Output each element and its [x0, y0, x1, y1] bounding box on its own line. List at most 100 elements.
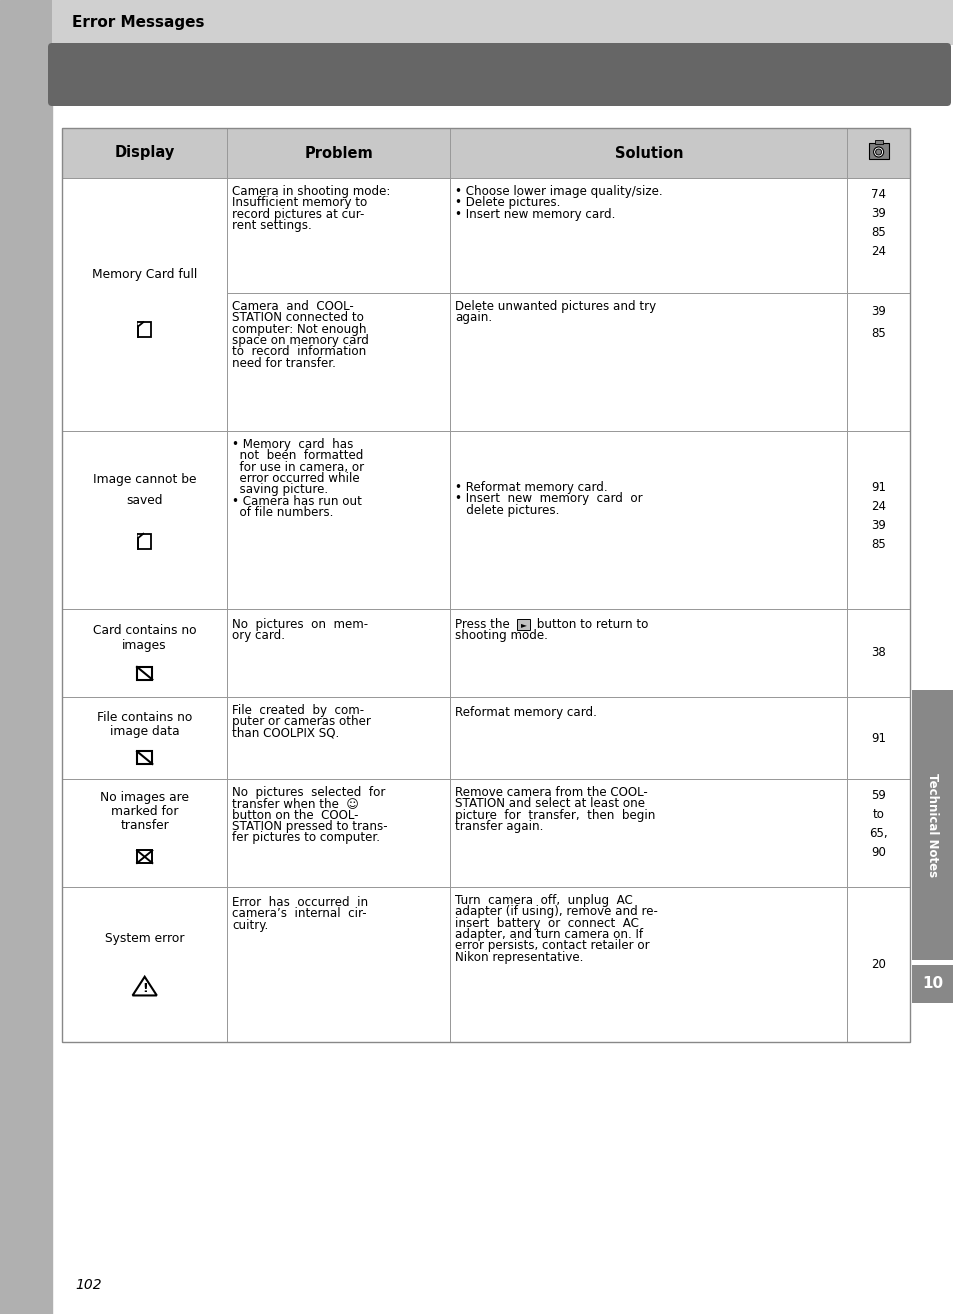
Bar: [62, 177, 227, 431]
Bar: [227, 293, 450, 431]
Bar: [62, 887, 227, 1042]
Text: marked for: marked for: [111, 805, 178, 817]
Bar: [846, 127, 909, 177]
Text: 85: 85: [870, 537, 885, 551]
Text: ►: ►: [520, 620, 526, 629]
Bar: [450, 887, 846, 1042]
Text: record pictures at cur-: record pictures at cur-: [233, 208, 364, 221]
Bar: [227, 293, 450, 431]
Text: shooting mode.: shooting mode.: [455, 629, 548, 643]
Bar: [137, 850, 152, 863]
Bar: [846, 887, 909, 1042]
Bar: [227, 127, 450, 177]
Text: ory card.: ory card.: [233, 629, 285, 643]
Text: button to return to: button to return to: [533, 618, 648, 631]
Text: No  pictures  selected  for: No pictures selected for: [233, 786, 385, 799]
Text: need for transfer.: need for transfer.: [233, 357, 335, 369]
Bar: [227, 696, 450, 779]
Bar: [62, 696, 227, 779]
Text: 90: 90: [870, 846, 885, 859]
Bar: [62, 127, 227, 177]
Text: Problem: Problem: [304, 146, 373, 160]
Text: • Insert new memory card.: • Insert new memory card.: [455, 208, 615, 221]
Text: Remove camera from the COOL-: Remove camera from the COOL-: [455, 786, 647, 799]
Text: 102: 102: [75, 1279, 102, 1292]
Circle shape: [875, 148, 881, 155]
Bar: [450, 696, 846, 779]
Text: picture  for  transfer,  then  begin: picture for transfer, then begin: [455, 808, 655, 821]
Text: 91: 91: [870, 732, 885, 745]
Text: 38: 38: [870, 646, 885, 660]
Text: error persists, contact retailer or: error persists, contact retailer or: [455, 940, 649, 953]
Bar: [62, 887, 227, 1042]
Bar: [62, 177, 227, 431]
Text: adapter, and turn camera on. If: adapter, and turn camera on. If: [455, 928, 643, 941]
Text: 85: 85: [870, 327, 885, 340]
Text: • Delete pictures.: • Delete pictures.: [455, 196, 560, 209]
Bar: [450, 779, 846, 887]
Text: File contains no: File contains no: [97, 711, 193, 724]
Bar: [846, 696, 909, 779]
Text: camera’s  internal  cir-: camera’s internal cir-: [233, 908, 367, 920]
Text: to: to: [872, 808, 883, 821]
Bar: [450, 127, 846, 177]
Bar: [868, 143, 887, 159]
Bar: [62, 779, 227, 887]
Text: than COOLPIX SQ.: than COOLPIX SQ.: [233, 727, 339, 740]
Text: fer pictures to computer.: fer pictures to computer.: [233, 832, 380, 845]
Text: 24: 24: [870, 501, 885, 512]
Text: 39: 39: [870, 519, 885, 532]
Text: • Choose lower image quality/size.: • Choose lower image quality/size.: [455, 185, 662, 198]
Text: Camera in shooting mode:: Camera in shooting mode:: [233, 185, 391, 198]
Text: Display: Display: [114, 146, 174, 160]
Text: of file numbers.: of file numbers.: [233, 506, 334, 519]
Bar: [62, 127, 227, 177]
Bar: [450, 608, 846, 696]
Text: Technical Notes: Technical Notes: [925, 773, 939, 876]
Bar: [450, 431, 846, 608]
Text: !: !: [142, 983, 148, 995]
Text: • Insert  new  memory  card  or: • Insert new memory card or: [455, 493, 642, 506]
Bar: [450, 293, 846, 431]
Bar: [846, 293, 909, 431]
Bar: [874, 141, 882, 145]
Bar: [227, 177, 450, 293]
Text: delete pictures.: delete pictures.: [455, 503, 559, 516]
Bar: [62, 431, 227, 608]
Text: images: images: [122, 640, 167, 653]
Text: Reformat memory card.: Reformat memory card.: [455, 706, 597, 719]
Text: 10: 10: [922, 976, 943, 992]
Text: 20: 20: [870, 958, 885, 971]
Text: transfer when the  ☺: transfer when the ☺: [233, 798, 358, 811]
Polygon shape: [138, 533, 143, 537]
Text: saving picture.: saving picture.: [233, 484, 328, 497]
Bar: [227, 127, 450, 177]
Text: • Reformat memory card.: • Reformat memory card.: [455, 481, 607, 494]
Text: error occurred while: error occurred while: [233, 472, 359, 485]
Text: space on memory card: space on memory card: [233, 334, 369, 347]
Text: Press the: Press the: [455, 618, 514, 631]
Bar: [62, 779, 227, 887]
Bar: [846, 779, 909, 887]
Text: insert  battery  or  connect  AC: insert battery or connect AC: [455, 917, 639, 930]
Text: rent settings.: rent settings.: [233, 219, 312, 233]
Bar: [227, 431, 450, 608]
Text: 39: 39: [870, 305, 885, 318]
Bar: [846, 608, 909, 696]
Bar: [138, 322, 151, 338]
Bar: [450, 293, 846, 431]
Text: Delete unwanted pictures and try: Delete unwanted pictures and try: [455, 300, 656, 313]
Bar: [227, 779, 450, 887]
Bar: [846, 431, 909, 608]
Bar: [227, 887, 450, 1042]
Text: transfer again.: transfer again.: [455, 820, 543, 833]
Text: System error: System error: [105, 932, 184, 945]
Bar: [62, 608, 227, 696]
Bar: [846, 887, 909, 1042]
Bar: [137, 668, 152, 679]
Text: Error  has  occurred  in: Error has occurred in: [233, 896, 368, 909]
Bar: [62, 608, 227, 696]
Text: No  pictures  on  mem-: No pictures on mem-: [233, 618, 368, 631]
Bar: [450, 696, 846, 779]
Text: Camera  and  COOL-: Camera and COOL-: [233, 300, 354, 313]
